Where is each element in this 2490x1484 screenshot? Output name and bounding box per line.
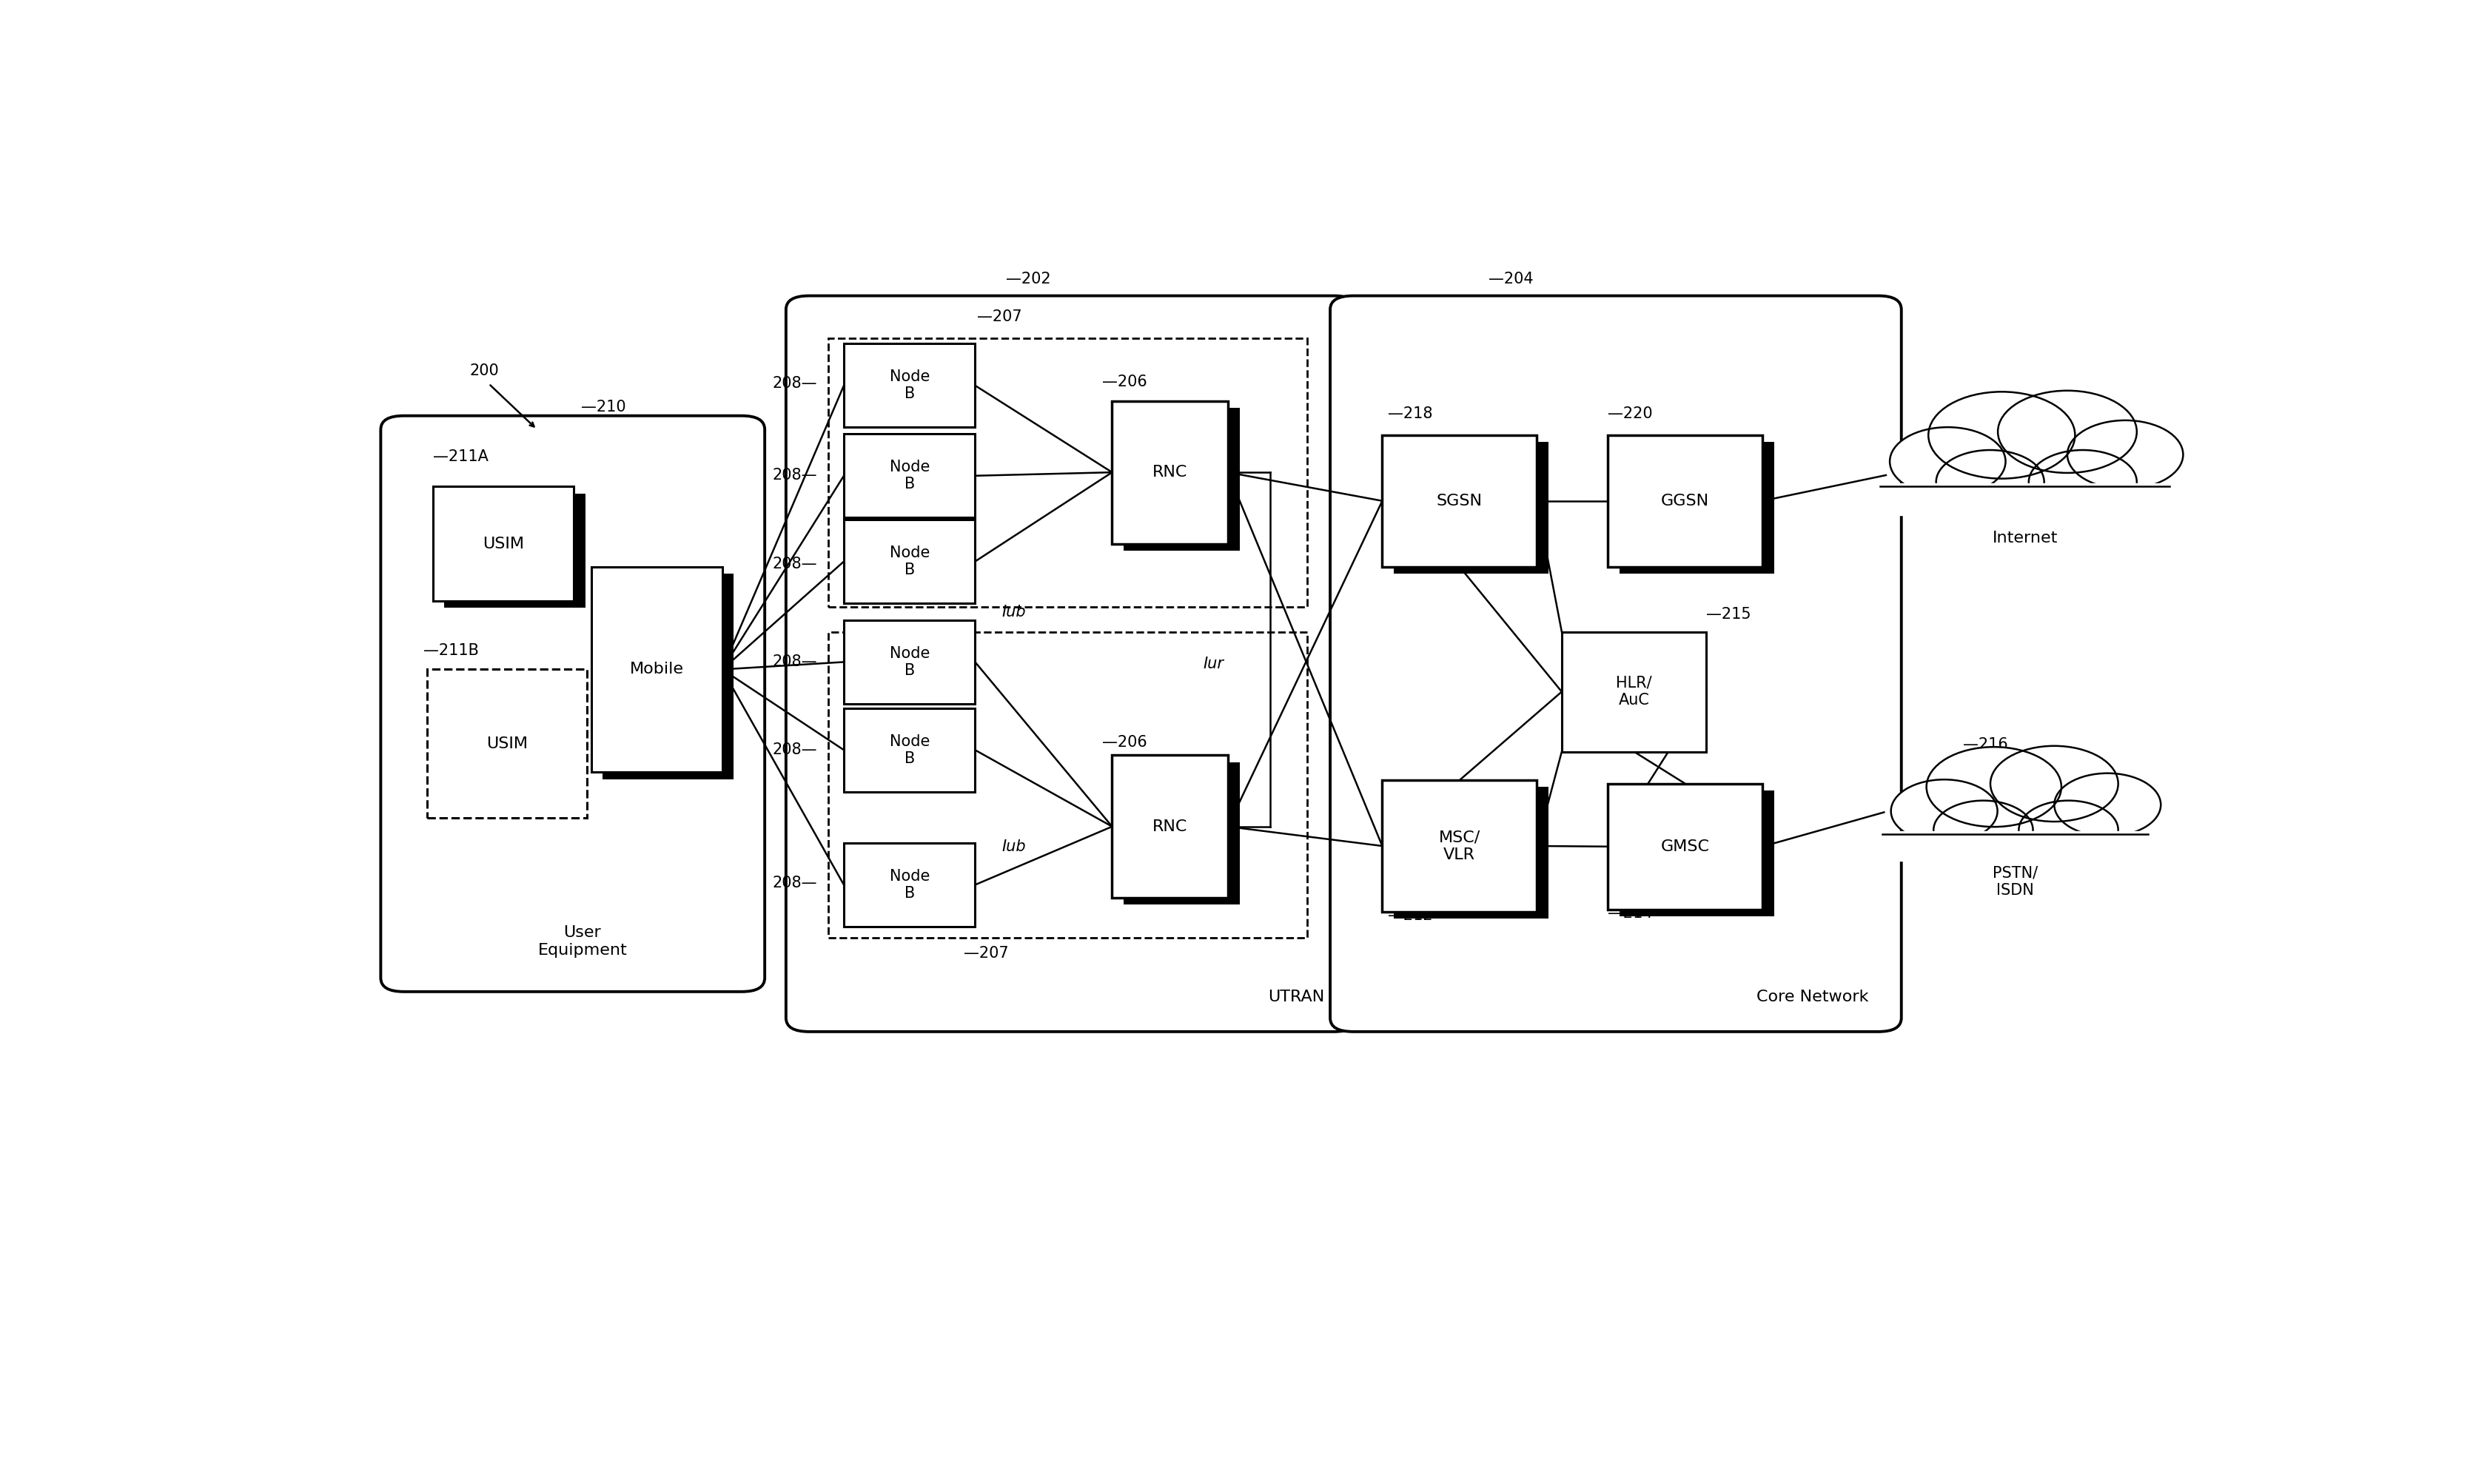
Text: —220: —220 [1609,407,1653,421]
Bar [426,669,588,818]
Text: 200: 200 [471,364,498,378]
FancyBboxPatch shape [787,295,1357,1031]
Bar [1561,632,1706,752]
Text: Node
B: Node B [889,735,929,766]
Text: Internet: Internet [1992,531,2057,546]
Circle shape [2054,773,2161,837]
Circle shape [2067,420,2184,488]
Text: Iur: Iur [1203,656,1223,671]
Text: Iub: Iub [1001,605,1026,620]
Text: Node
B: Node B [889,868,929,901]
Text: —211B: —211B [423,643,478,657]
Bar [433,487,573,601]
Text: —206: —206 [1103,735,1148,749]
Circle shape [1935,800,2032,859]
Text: HLR/
AuC: HLR/ AuC [1616,675,1651,708]
Bar [443,494,585,608]
Bar [1382,435,1536,567]
Bar [1618,791,1773,916]
Bar [844,344,976,427]
Bar [1609,435,1763,567]
Bar [844,433,976,518]
Circle shape [1927,746,2062,827]
Bar [1618,442,1773,573]
Text: —222: —222 [1962,404,2007,418]
Text: Node
B: Node B [889,546,929,577]
Circle shape [1890,779,1997,843]
Circle shape [2029,450,2136,513]
Text: PSTN/
ISDN: PSTN/ ISDN [1992,865,2037,898]
Circle shape [1890,427,2004,496]
Text: User
Equipment: User Equipment [538,926,627,957]
Text: MSC/
VLR: MSC/ VLR [1439,830,1479,862]
Circle shape [2019,800,2119,859]
Text: USIM: USIM [486,736,528,751]
Text: —218: —218 [1387,407,1432,421]
Text: 208—: 208— [772,876,817,890]
Text: GMSC: GMSC [1661,838,1711,853]
Bar [1880,484,2169,515]
Text: Mobile: Mobile [630,662,685,677]
Text: Node
B: Node B [889,370,929,402]
Circle shape [1937,450,2044,513]
FancyBboxPatch shape [381,416,764,991]
Text: GGSN: GGSN [1661,494,1708,509]
Text: Node
B: Node B [889,646,929,678]
Text: —206: —206 [1103,374,1148,389]
Bar [829,338,1307,607]
Text: —207: —207 [976,310,1021,325]
Text: —207: —207 [964,945,1008,960]
Text: —211A: —211A [433,450,488,463]
Text: 208—: 208— [772,556,817,571]
Bar [844,620,976,703]
Text: —214: —214 [1609,907,1653,920]
Text: Iub: Iub [1001,838,1026,853]
Bar [1394,787,1549,919]
Text: —202: —202 [1006,272,1051,286]
Text: RNC: RNC [1153,464,1188,479]
Bar [829,632,1307,938]
Circle shape [1927,392,2074,479]
Bar [1609,784,1763,910]
Circle shape [1997,390,2136,473]
Text: —215: —215 [1706,607,1750,622]
Bar [844,519,976,603]
Text: RNC: RNC [1153,819,1188,834]
Bar [1123,761,1240,905]
Text: 208—: 208— [772,377,817,392]
Bar [1113,755,1228,898]
Text: UTRAN: UTRAN [1267,990,1325,1005]
FancyBboxPatch shape [1330,295,1902,1031]
Bar [603,573,735,779]
Bar [844,708,976,791]
Text: 208—: 208— [772,742,817,757]
Text: —216: —216 [1962,738,2007,752]
Text: USIM: USIM [483,536,523,551]
Bar [1382,781,1536,911]
Text: —212: —212 [1387,908,1432,923]
Text: SGSN: SGSN [1437,494,1482,509]
Circle shape [1990,746,2119,822]
Text: 208—: 208— [772,654,817,669]
Text: —210: —210 [580,399,627,414]
Text: 208—: 208— [772,467,817,482]
Bar [590,567,722,772]
Bar [844,843,976,926]
Bar [1882,831,2149,861]
Text: Node
B: Node B [889,460,929,491]
Text: —204: —204 [1489,272,1534,286]
Bar [1113,401,1228,543]
Bar [1123,408,1240,551]
Text: Core Network: Core Network [1755,990,1868,1005]
Bar [1394,442,1549,573]
